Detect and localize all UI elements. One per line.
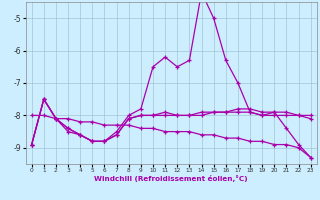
X-axis label: Windchill (Refroidissement éolien,°C): Windchill (Refroidissement éolien,°C) [94, 175, 248, 182]
